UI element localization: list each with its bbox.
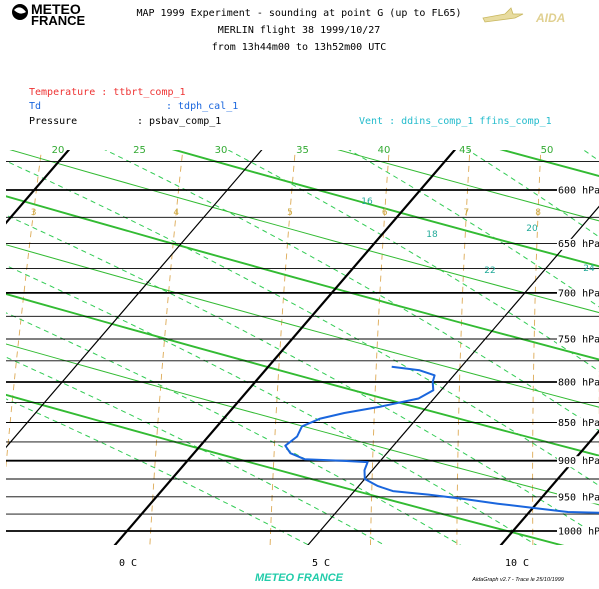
pressure-tick-bg-950 xyxy=(557,492,599,504)
pressure-tick-750: 750 hPa xyxy=(558,335,599,346)
pressure-tick-600: 600 hPa xyxy=(558,186,599,197)
moist-adiabat-6 xyxy=(6,356,386,545)
moist-adiabat-label-22: 22 xyxy=(484,266,495,276)
mixing-ratio-label-8: 7 xyxy=(464,208,470,218)
dry-adiabat-label-25: 25 xyxy=(133,145,146,156)
temperature-tick-1: 0 C xyxy=(119,558,137,569)
dry-adiabats xyxy=(6,150,599,545)
mixing-ratio-line-5 xyxy=(269,150,296,545)
pressure-tick-850: 850 hPa xyxy=(558,418,599,429)
pressure-tick-bg-900 xyxy=(557,456,599,468)
moist-adiabat-8 xyxy=(6,312,462,545)
plot-area xyxy=(6,150,599,545)
aida-logo: AIDA xyxy=(482,7,565,25)
legend-pressure-value: : psbav_comp_1 xyxy=(137,116,221,127)
chart-title-line1: MAP 1999 Experiment - sounding at point … xyxy=(136,8,461,19)
axis-labels: 600 hPa 650 hPa 700 hPa 750 hPa 800 hPa 850 h… xyxy=(31,145,599,569)
chart-title-line3: from 13h44m00 to 13h52m00 UTC xyxy=(212,42,387,53)
legend-td-label: Td xyxy=(29,101,41,112)
isotherms xyxy=(6,150,599,545)
moist-adiabat-12 xyxy=(6,214,599,538)
mixing-ratio-label-9: 8 xyxy=(535,208,541,218)
dry-adiabat-313 xyxy=(171,150,599,268)
dry-adiabat-label-40: 40 xyxy=(378,145,391,156)
pressure-tick-bg-1000 xyxy=(557,526,599,538)
mixing-ratio-line-7 xyxy=(456,150,471,545)
pressure-tick-bg-650 xyxy=(557,238,599,250)
dry-adiabat-label-30: 30 xyxy=(215,145,228,156)
legend-wind: Vent : ddins_comp_1 ffins_comp_1 xyxy=(359,116,552,127)
pressure-tick-bg-600 xyxy=(557,185,599,197)
dry-adiabat-label-45: 45 xyxy=(459,145,472,156)
mixing-ratio-label-7: 6 xyxy=(382,208,388,218)
mixing-ratio-label-4: 3 xyxy=(31,208,37,218)
pressure-tick-950: 950 hPa xyxy=(558,492,599,503)
temperature-tick-3: 10 C xyxy=(505,558,529,569)
mixing-ratio-label-6: 5 xyxy=(287,208,293,218)
pressure-tick-900: 900 hPa xyxy=(558,456,599,467)
mixing-ratio-line-4 xyxy=(149,150,184,545)
dry-adiabat-label-50: 50 xyxy=(541,145,554,156)
logo-swirl xyxy=(14,7,26,14)
isotherm--10 xyxy=(6,150,71,225)
pressure-tick-800: 800 hPa xyxy=(558,378,599,389)
isotherm--5 xyxy=(6,150,263,449)
moist-adiabat-22 xyxy=(466,150,599,238)
dry-adiabat-label-35: 35 xyxy=(296,145,309,156)
moist-adiabat-4 xyxy=(6,398,310,545)
mixing-ratio-line-3 xyxy=(6,150,42,471)
pressure-tick-bg-800 xyxy=(557,377,599,389)
sounding-series xyxy=(284,365,599,514)
dry-adiabat-308 xyxy=(9,150,599,314)
footer-meteo-france: METEO FRANCE xyxy=(255,572,344,584)
mixing-ratio-label-5: 4 xyxy=(173,208,179,218)
temperature-tick-2: 5 C xyxy=(312,558,330,569)
logo-line2: FRANCE xyxy=(31,13,85,28)
pressure-tick-bg-850 xyxy=(557,418,599,429)
moist-adiabat-label-16: 16 xyxy=(361,197,373,207)
isobars xyxy=(6,161,599,532)
moist-adiabat-20 xyxy=(348,150,599,308)
isotherm-0 xyxy=(113,150,457,545)
footer-credit: AidaGraph v2.7 - Trace le 25/10/1999 xyxy=(471,577,564,583)
moist-adiabats xyxy=(6,150,599,545)
isotherm-10 xyxy=(499,429,599,545)
dry-adiabat-283 xyxy=(6,393,565,545)
chart-title-line2: MERLIN flight 38 1999/10/27 xyxy=(218,25,381,36)
legend-pressure-label: Pressure xyxy=(29,116,77,127)
moist-adiabat-label-20: 20 xyxy=(526,224,538,234)
isotherm-5 xyxy=(307,205,599,545)
moist-adiabat-label-24: 24 xyxy=(583,264,595,274)
dry-adiabat-298 xyxy=(6,244,599,408)
pressure-tick-1000: 1000 hPa xyxy=(558,527,599,538)
logo-line1: METEO xyxy=(31,1,81,17)
dry-adiabat-label-20: 20 xyxy=(52,145,65,156)
moist-adiabat-14 xyxy=(6,160,599,487)
moist-adiabat-label-18: 18 xyxy=(426,230,438,240)
pressure-tick-bg-750 xyxy=(557,334,599,346)
legend-td-value: : tdph_cal_1 xyxy=(166,101,238,112)
aida-airplane-icon xyxy=(482,7,524,23)
mixing-ratio-line-6 xyxy=(370,150,390,545)
pressure-tick-650: 650 hPa xyxy=(558,239,599,250)
pressure-tick-bg-700 xyxy=(557,288,599,300)
meteo-france-logo: METEO FRANCE xyxy=(12,1,85,28)
aida-logo-text: AIDA xyxy=(535,11,565,25)
moist-adiabat-16 xyxy=(104,150,599,432)
legend-temperature: Temperature : ttbrt_comp_1 xyxy=(29,87,186,98)
dry-adiabat-303 xyxy=(6,195,599,361)
dewpoint-line xyxy=(284,365,599,514)
pressure-tick-700: 700 hPa xyxy=(558,288,599,299)
dry-adiabat-288 xyxy=(6,343,599,506)
dry-adiabat-293 xyxy=(6,292,599,457)
